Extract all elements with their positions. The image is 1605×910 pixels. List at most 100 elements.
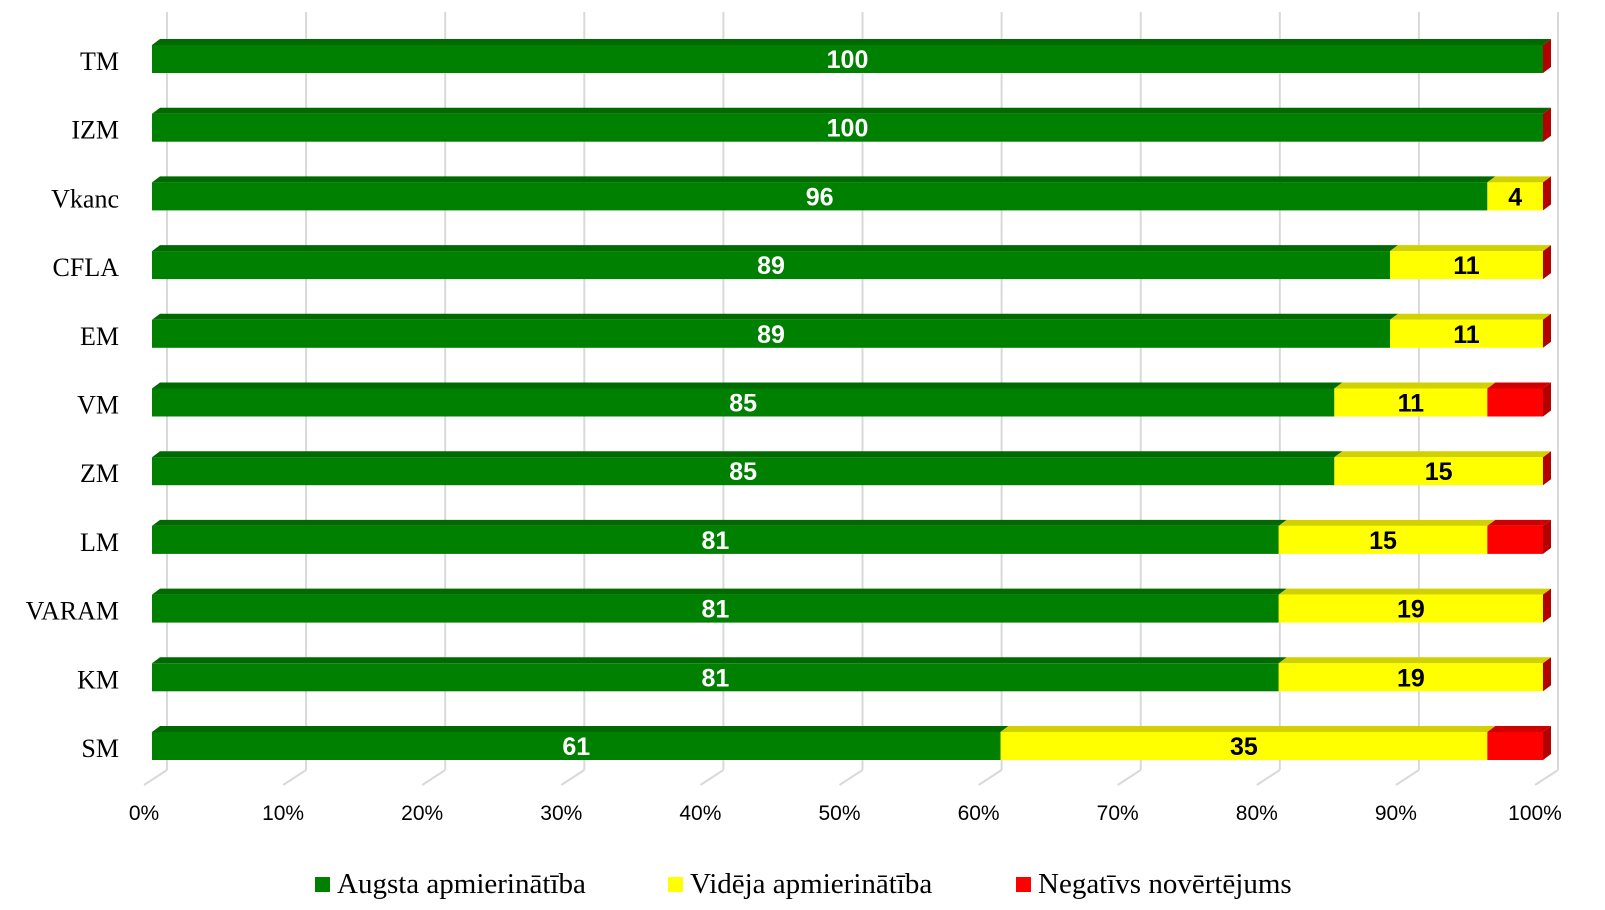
category-label: Vkanc — [51, 184, 119, 213]
x-tick-label: 0% — [129, 802, 159, 825]
x-tick-label: 10% — [262, 802, 304, 825]
bar-segment — [152, 107, 1551, 142]
data-label: 96 — [806, 183, 834, 211]
category-label: TM — [80, 47, 119, 76]
legend-label-negative: Negatīvs novērtējums — [1038, 868, 1292, 900]
category-label: VARAM — [26, 597, 119, 626]
bar-segment — [1000, 726, 1496, 760]
data-label: 4 — [1508, 183, 1522, 211]
legend-swatch-high — [315, 877, 330, 892]
stacked-bar-chart: TM IZM Vkanc CFLA EM VM ZM LM VARAM KM SM 0% 10% 20%… — [26, 12, 1562, 825]
bar-side — [1543, 176, 1551, 211]
bar-segment — [1389, 313, 1551, 348]
bar-segment — [1278, 519, 1496, 554]
bar-side — [1543, 313, 1551, 348]
data-label: 11 — [1398, 390, 1425, 418]
category-label: ZM — [80, 459, 119, 488]
bar-side — [1543, 39, 1551, 73]
bar-side — [1543, 657, 1551, 692]
legend-swatch-negative — [1016, 877, 1031, 892]
legend: Augsta apmierinātība Vidēja apmierinātīb… — [0, 868, 1605, 904]
gridline-floor — [1117, 769, 1142, 786]
bar-side — [1543, 519, 1551, 554]
gridline-floor — [560, 769, 585, 786]
bar-segment — [1278, 588, 1551, 623]
data-label: 11 — [1453, 252, 1480, 280]
x-tick-label: 30% — [540, 802, 582, 825]
data-label: 61 — [562, 733, 590, 761]
bar-segment — [152, 39, 1551, 73]
data-label: 81 — [701, 527, 729, 555]
x-axis-ticks: 0% 10% 20% 30% 40% 50% 60% 70% 80% 90% 100% — [129, 802, 1562, 825]
data-label: 81 — [701, 596, 729, 624]
bar-segment — [152, 726, 1009, 760]
gridline-floor — [1395, 769, 1420, 786]
data-label: 15 — [1369, 527, 1397, 555]
bar-segment — [152, 382, 1343, 417]
bar-segment — [152, 588, 1287, 623]
data-label: 100 — [827, 115, 869, 143]
bar-segment — [152, 313, 1398, 348]
bar-segment — [152, 657, 1287, 692]
category-label: IZM — [71, 116, 119, 145]
bar-segment — [1487, 519, 1551, 554]
category-label: KM — [77, 665, 119, 694]
gridline-floor — [143, 769, 168, 786]
data-label: 89 — [757, 252, 785, 280]
data-label: 19 — [1397, 596, 1425, 624]
category-label: SM — [81, 734, 119, 763]
bar-segment — [1334, 451, 1551, 486]
gridline-floor — [978, 769, 1003, 786]
gridline-floor — [421, 769, 446, 786]
x-tick-label: 80% — [1236, 802, 1278, 825]
x-tick-label: 60% — [958, 802, 1000, 825]
legend-item-high: Augsta apmierinātība — [315, 868, 586, 901]
legend-item-medium: Vidēja apmierinātība — [668, 868, 932, 901]
bar-segment — [1334, 382, 1496, 417]
legend-swatch-medium — [668, 877, 683, 892]
category-label: CFLA — [53, 253, 120, 282]
data-label: 85 — [729, 390, 757, 418]
bar-segment — [152, 519, 1287, 554]
legend-label-high: Augsta apmierinātība — [337, 868, 586, 900]
legend-item-negative: Negatīvs novērtējums — [1016, 868, 1292, 901]
data-label: 19 — [1397, 664, 1425, 692]
x-tick-label: 50% — [818, 802, 860, 825]
data-label: 85 — [729, 458, 757, 486]
bars — [152, 39, 1551, 760]
x-tick-label: 20% — [401, 802, 443, 825]
gridline-floor — [282, 769, 307, 786]
x-tick-label: 90% — [1375, 802, 1417, 825]
data-labels: 100 100 96 4 89 11 89 11 85 11 85 15 81 15 81 19 81 19 61 3… — [562, 46, 1522, 761]
gridline-floor — [838, 769, 864, 786]
bar-segment — [1278, 657, 1551, 692]
category-label: VM — [77, 391, 119, 420]
bar-side — [1543, 451, 1551, 486]
gridline-floor — [1534, 769, 1559, 786]
data-label: 81 — [701, 664, 729, 692]
category-labels: TM IZM Vkanc CFLA EM VM ZM LM VARAM KM SM — [26, 47, 120, 763]
x-tick-label: 100% — [1508, 802, 1562, 825]
bar-segment — [152, 176, 1496, 211]
bar-segment — [1487, 176, 1551, 211]
data-label: 15 — [1425, 458, 1453, 486]
data-label: 89 — [757, 321, 785, 349]
bar-side — [1543, 107, 1551, 142]
bar-side — [1543, 588, 1551, 623]
bar-side — [1543, 726, 1551, 760]
gridline-floor — [1256, 769, 1281, 786]
bar-side — [1543, 245, 1551, 280]
gridline-floor — [699, 769, 724, 786]
bar-segment — [1389, 245, 1551, 280]
bar-segment — [1487, 726, 1551, 760]
x-tick-label: 40% — [679, 802, 721, 825]
bar-side — [1543, 382, 1551, 417]
category-label: LM — [80, 528, 119, 557]
bar-segment — [152, 451, 1343, 486]
legend-label-medium: Vidēja apmierinātība — [690, 868, 933, 900]
data-label: 35 — [1230, 733, 1258, 761]
data-label: 100 — [827, 46, 869, 74]
bar-segment — [1487, 382, 1551, 417]
data-label: 11 — [1453, 321, 1480, 349]
x-tick-label: 70% — [1097, 802, 1139, 825]
